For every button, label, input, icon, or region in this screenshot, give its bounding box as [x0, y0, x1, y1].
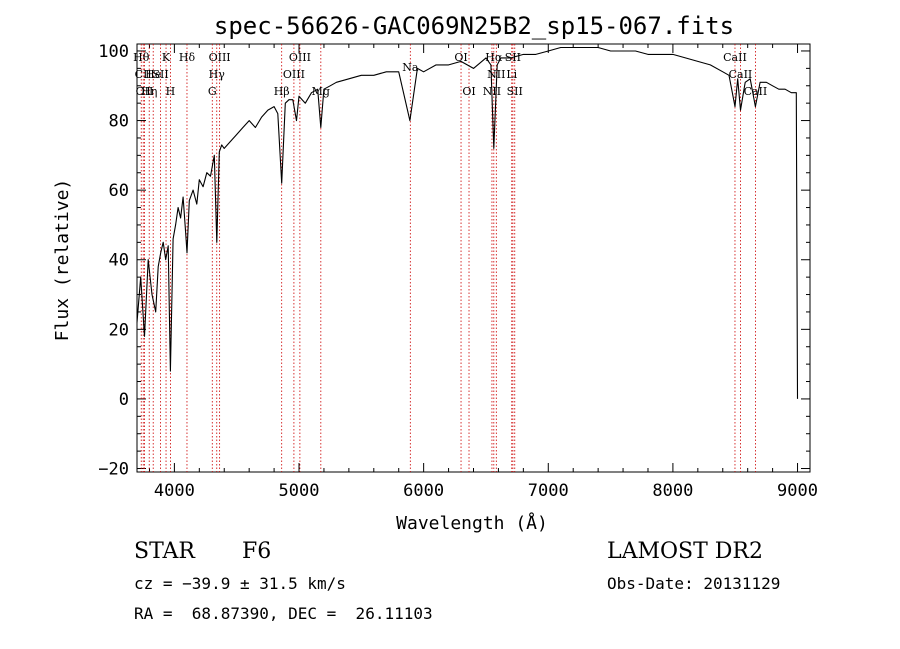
line-label: CII: [135, 68, 152, 81]
line-label: Hη: [141, 85, 157, 98]
survey-name: LAMOST DR2: [607, 539, 763, 564]
line-label: Hθ: [133, 51, 150, 64]
redshift-value: cz = −39.9 ± 31.5 km/s: [134, 574, 346, 593]
y-tick-label: 40: [109, 251, 129, 271]
line-label: K: [162, 51, 171, 64]
coordinates: RA = 68.87390, DEC = 26.11103: [134, 604, 433, 623]
line-label: OIII: [209, 51, 231, 64]
line-label: OII: [136, 85, 154, 98]
x-tick-label: 8000: [652, 481, 693, 501]
line-label: Na: [402, 61, 419, 74]
y-tick-label: 0: [119, 390, 129, 410]
y-tick-label: −20: [98, 460, 129, 480]
x-tick-label: 9000: [777, 481, 818, 501]
x-tick-label: 7000: [528, 481, 569, 501]
line-label: NII: [487, 68, 505, 81]
observation-date: Obs-Date: 20131129: [607, 574, 781, 593]
line-label: CaII: [744, 85, 768, 98]
spectrum-line: [136, 46, 799, 399]
line-label: CaII: [723, 51, 747, 64]
spectrum-series: [136, 46, 799, 399]
line-label: NII: [483, 85, 501, 98]
y-tick-label: 20: [109, 320, 129, 340]
plot-frame: [136, 43, 811, 473]
line-label: OIII: [289, 51, 311, 64]
line-label: Mg: [312, 85, 330, 98]
x-tick-label: 5000: [279, 481, 320, 501]
spectral-line-markers: [140, 44, 756, 472]
x-tick-label: 6000: [403, 481, 444, 501]
spectral-line-labels: HθCIIOIIHηHeSIIKHHδGHγOIIIHβOIIIOIIIMgNa…: [133, 51, 767, 98]
line-label: Li: [506, 68, 517, 81]
y-tick-label: 100: [98, 42, 129, 62]
x-tick-label: 4000: [154, 481, 195, 501]
line-label: He: [145, 68, 161, 81]
line-label: G: [208, 85, 217, 98]
line-label: H: [166, 85, 176, 98]
object-class: STAR: [134, 539, 195, 564]
y-axis-label: Flux (relative): [52, 179, 73, 342]
line-label: OI: [454, 51, 467, 64]
chart-axes: 4000 5000 6000 7000 8000 9000 −20 0 20 40 60 80 100: [98, 42, 818, 501]
line-label: OIII: [283, 68, 305, 81]
line-label: SII: [507, 85, 523, 98]
y-tick-label: 80: [109, 112, 129, 132]
line-label: Hδ: [179, 51, 196, 64]
line-label: SII: [152, 68, 168, 81]
line-label: SII: [505, 51, 521, 64]
object-subclass: F6: [242, 539, 272, 564]
chart-title: spec-56626-GAC069N25B2_sp15-067.fits: [214, 12, 734, 40]
x-axis-label: Wavelength (Å): [396, 512, 548, 534]
line-label: CaII: [729, 68, 753, 81]
line-label: OI: [462, 85, 475, 98]
line-label: Hβ: [274, 85, 290, 98]
line-label: Hα: [485, 51, 503, 64]
y-tick-label: 60: [109, 181, 129, 201]
line-label: Hγ: [209, 68, 226, 81]
